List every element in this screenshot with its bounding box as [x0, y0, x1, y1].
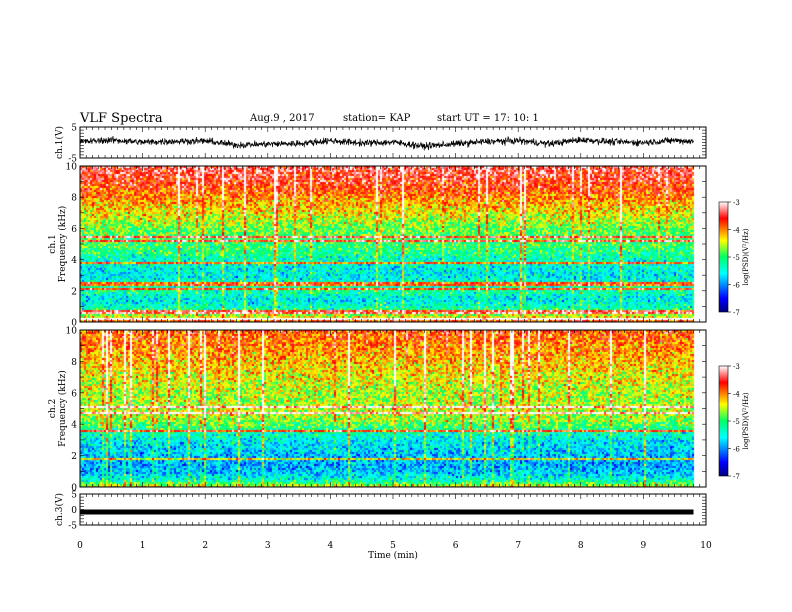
colorbar-tick-label: -5 [733, 254, 740, 262]
y-tick-label: 0 [71, 506, 77, 516]
y-tick-label: 5 [71, 124, 77, 134]
y-tick-label: 2 [71, 452, 77, 462]
y-axis-label: Frequency (kHz) [57, 206, 68, 283]
x-tick-label: 7 [515, 541, 521, 551]
x-tick-label: 1 [140, 541, 146, 551]
x-tick-label: 5 [390, 541, 396, 551]
y-tick-label: 5 [71, 491, 77, 501]
colorbar-tick-label: -4 [733, 227, 740, 235]
colorbar-tick-label: -6 [733, 446, 740, 454]
x-axis-label: Time (min) [368, 550, 418, 561]
y-tick-label: 8 [71, 358, 77, 368]
y-tick-label: 2 [71, 287, 77, 297]
colorbar-tick-label: -4 [733, 391, 740, 399]
y-axis-label: ch.1(V) [54, 126, 65, 159]
chart-title: VLF Spectra [80, 111, 163, 126]
y-tick-label: 0 [71, 319, 77, 329]
y-axis-label: Frequency (kHz) [57, 370, 68, 447]
y-axis-label: ch.2 [48, 399, 58, 418]
y-tick-label: 0 [71, 484, 77, 494]
y-tick-label: 10 [66, 327, 78, 337]
ch2-colorbar [718, 365, 729, 477]
ch1-colorbar-label: log(PSD)(V²/Hz) [742, 228, 750, 285]
x-tick-label: 4 [328, 541, 334, 551]
y-tick-label: 10 [66, 163, 78, 173]
colorbar-tick-label: -7 [733, 473, 740, 481]
y-axis-label: ch.1 [48, 234, 58, 253]
x-tick-label: 2 [202, 541, 208, 551]
y-tick-label: 4 [71, 421, 77, 431]
ch1-spectrogram-image [80, 166, 706, 322]
y-tick-label: 4 [71, 256, 77, 266]
ch1-waveform-line [80, 136, 694, 151]
y-tick-label: -5 [68, 155, 77, 165]
colorbar-tick-label: -6 [733, 282, 740, 290]
x-tick-label: 8 [578, 541, 584, 551]
colorbar-tick-label: -3 [733, 199, 740, 207]
colorbar-tick-label: -3 [733, 363, 740, 371]
y-tick-label: -5 [68, 522, 77, 532]
x-tick-label: 10 [700, 541, 712, 551]
x-tick-label: 9 [641, 541, 647, 551]
y-tick-label: 8 [71, 194, 77, 204]
ch2-spectrogram-image [80, 330, 706, 487]
date-label: Aug.9 , 2017 [250, 113, 315, 124]
y-tick-label: 6 [71, 225, 77, 235]
x-tick-label: 3 [265, 541, 271, 551]
colorbar-tick-label: -5 [733, 418, 740, 426]
x-tick-label: 6 [453, 541, 459, 551]
x-tick-label: 0 [77, 541, 83, 551]
y-tick-label: 6 [71, 389, 77, 399]
station-label: station= KAP [343, 113, 411, 124]
ch2-colorbar-label: log(PSD)(V²/Hz) [742, 392, 750, 449]
start-time-label: start UT = 17: 10: 1 [437, 113, 539, 124]
y-axis-label: ch.3(V) [54, 493, 65, 526]
colorbar-tick-label: -7 [733, 309, 740, 317]
ch1-colorbar [718, 201, 729, 313]
